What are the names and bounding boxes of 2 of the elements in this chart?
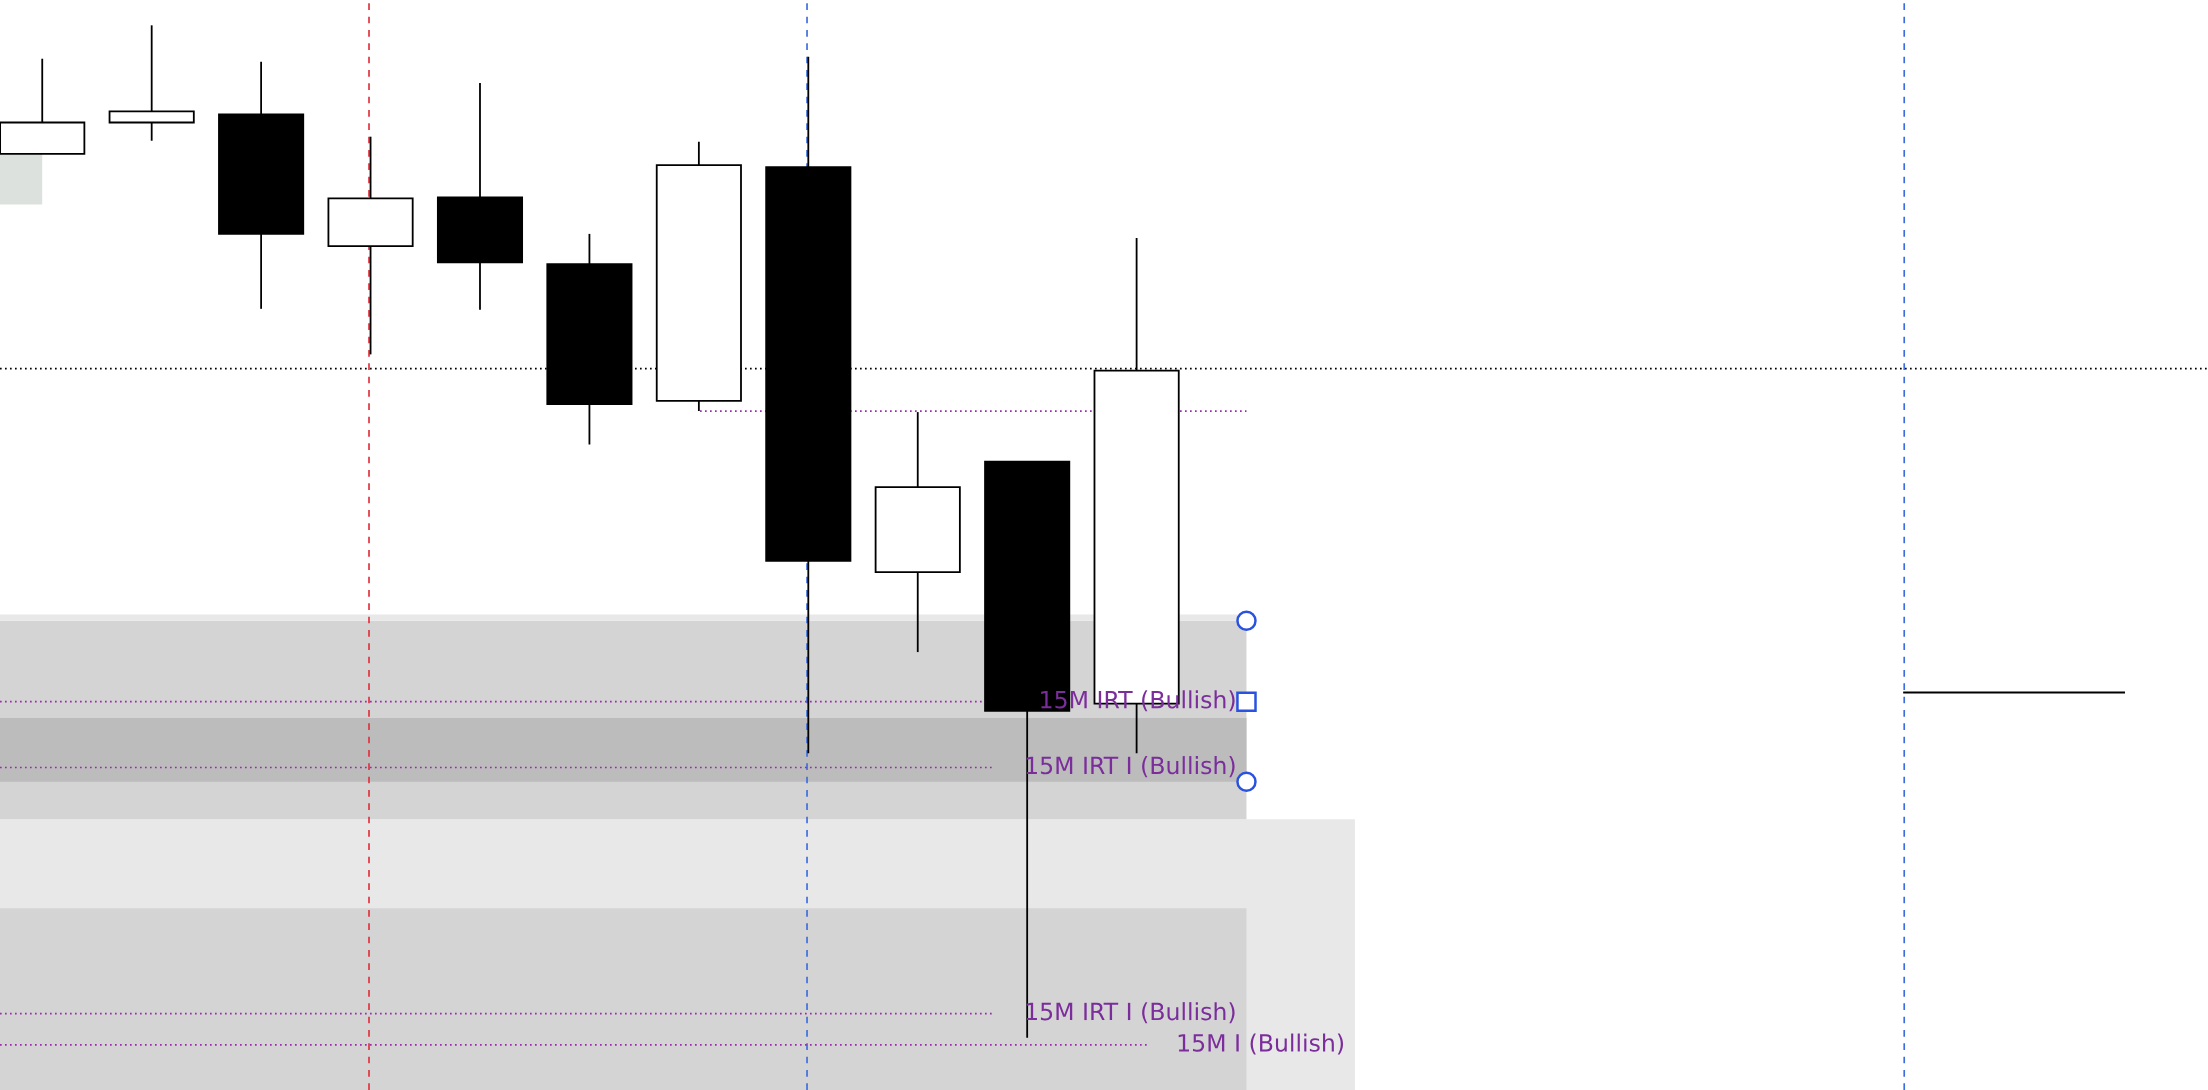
ref-line-label: 15M I (Bullish)	[1178, 1033, 1344, 1055]
candlestick	[108, 24, 195, 142]
